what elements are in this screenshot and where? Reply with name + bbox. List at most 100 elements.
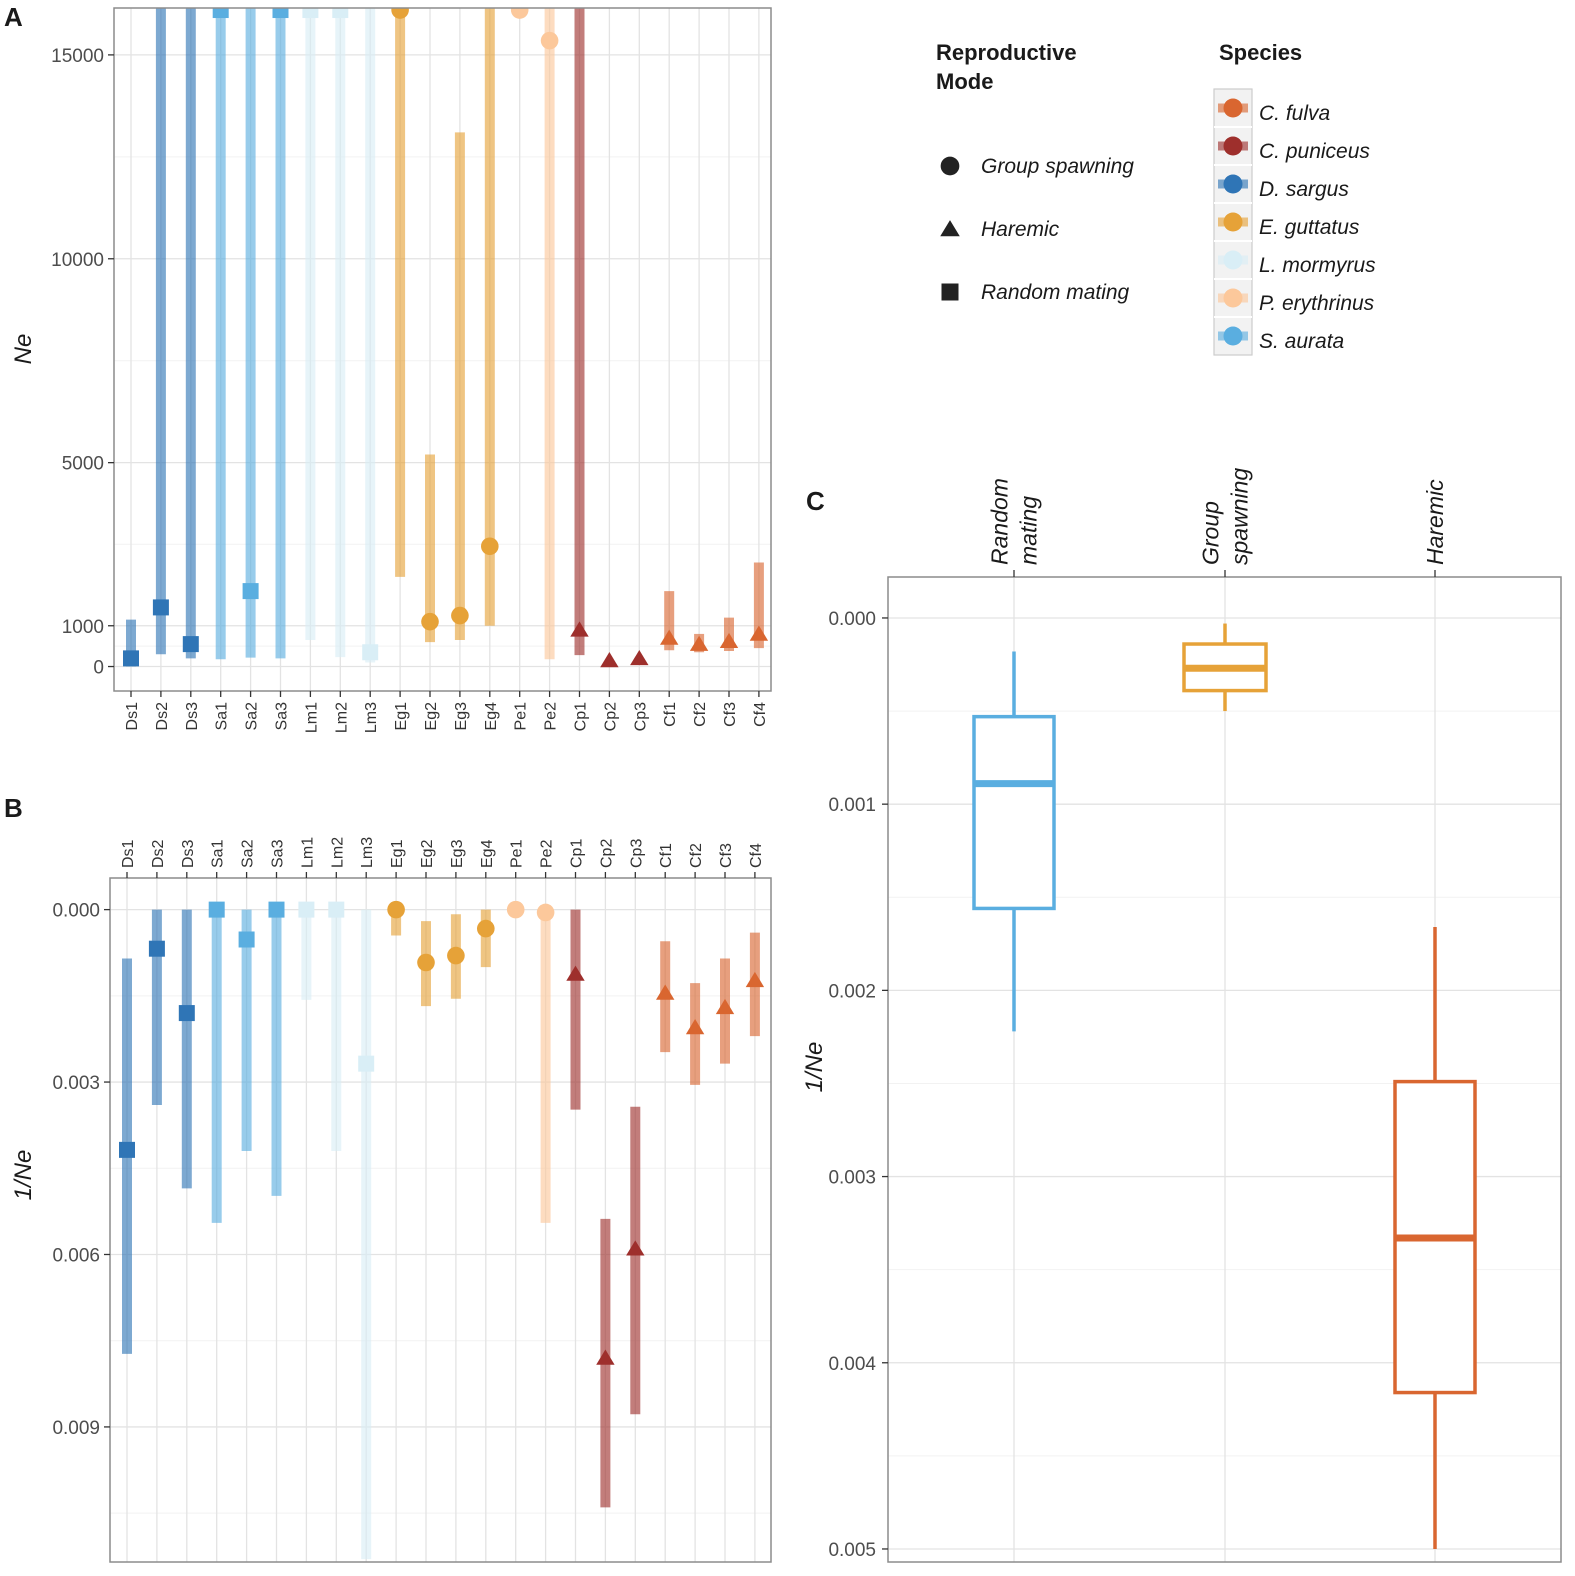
panel-a-marks [123,8,769,668]
y-tick-label: 0.003 [828,1168,876,1189]
inv-ne-point-Cf2 [685,1019,705,1035]
ne-point-Pe1 [510,8,529,19]
panel-a-label: A [4,2,23,32]
inv-ne-point-Eg4 [477,919,495,938]
x-tick-label: Cp2 [598,839,615,868]
x-tick-label: Cf1 [658,843,675,868]
panel-b-frame [109,877,772,1563]
x-tick-label: Sa2 [244,702,261,731]
x-tick-label: Sa3 [274,702,291,731]
x-tick-label: Ds2 [154,702,171,731]
x-tick-label: Eg1 [389,839,406,868]
mode-legend-label: Haremic [981,218,1060,241]
species-legend-label: P. erythrinus [1259,292,1375,315]
ne-point-Sa2 [242,583,259,600]
y-tick-label: 10000 [51,250,104,271]
x-tick-label: Ds1 [120,839,137,868]
y-tick-label: 0.004 [828,1354,876,1375]
ne-point-Ds1 [123,650,139,667]
x-tick-label: Pe1 [513,702,530,731]
x-tick-label: Eg4 [479,839,496,868]
x-tick-label: Cf3 [718,843,735,868]
panel-b-ylabel: 1/Ne [10,1150,37,1201]
ne-point-Cf4 [749,625,769,641]
ne-point-Eg3 [451,606,469,625]
species-legend-label: D. sargus [1259,178,1349,201]
y-tick-label: 5000 [62,454,104,475]
species-key-dot [1223,174,1243,194]
mode-key-triangle [940,220,960,237]
mode-key-square [941,283,959,301]
x-tick-label: Sa1 [210,839,227,868]
x-tick-label: Cf4 [748,843,765,868]
x-tick-label: Sa3 [270,839,287,868]
x-tick-label: Pe2 [543,702,560,731]
x-tick-label: Eg2 [423,702,440,731]
ne-point-Cf2 [689,635,709,651]
inv-ne-point-Eg2 [417,953,435,972]
panel-c-plot: 0.000 0.001 0.002 0.003 0.004 0.005 Random mati… [801,468,1562,1563]
x-tick-label: Cf3 [722,702,739,727]
panel-c-label: C [806,486,825,516]
ne-point-Eg1 [391,8,409,19]
panel-a-plot: 0 1000 5000 10000 15000 Ds1 Ds2 Ds3 Sa1 Sa2 Sa3 Lm1… [10,7,772,733]
x-tick-label: Cp2 [602,702,619,731]
inv-ne-point-Sa2 [238,931,255,948]
y-tick-label: 0.005 [828,1540,876,1561]
x-tick-label: Eg4 [483,702,500,731]
species-legend-title: Species [1219,40,1302,65]
x-tick-label: Ds2 [150,839,167,868]
panel-b-plot: 0.000 0.003 0.006 0.009 Ds1 Ds2 Ds3 Sa1 Sa2 Sa3 Lm… [10,837,772,1563]
inv-ne-point-Ds1 [119,1141,135,1158]
inv-ne-point-Ds2 [148,940,165,957]
x-tick-label: Eg3 [453,702,470,731]
y-tick-label: 1000 [62,617,104,638]
species-legend-label: S. aurata [1259,330,1344,353]
ne-point-Ds3 [182,636,199,653]
species-key-dot [1223,288,1243,308]
species-legend-label: C. puniceus [1259,140,1370,163]
x-tick-label: Lm1 [303,702,320,733]
box-random-mating [972,714,1056,911]
inv-ne-point-Cp1 [566,965,585,981]
panel-c-ylabel: 1/Ne [801,1042,828,1093]
x-tick-label: Cf2 [692,702,709,727]
x-tick-label: Pe1 [509,839,526,868]
x-tick-label: Sa1 [214,702,231,731]
inv-ne-point-Lm3 [358,1055,375,1072]
x-tick-label: Ds3 [184,702,201,731]
ne-point-Cf1 [660,629,679,645]
ne-point-Lm1 [302,8,319,19]
panel-b-marks [119,900,765,1560]
x-tick-label: Cp3 [632,702,649,731]
x-tick-label: Ds3 [180,839,197,868]
panel-a-background [114,8,771,691]
y-tick-label: 15000 [51,46,104,67]
species-legend-label: E. guttatus [1259,216,1360,239]
panel-b-label: B [4,793,23,823]
y-tick-label: 0.001 [828,795,876,816]
mode-legend-label: Group spawning [981,155,1134,178]
x-tick-label: Cp1 [573,702,590,731]
ne-point-Lm2 [332,8,349,19]
ne-point-Lm3 [362,644,379,661]
x-tick-label: Cf4 [752,702,769,727]
ne-point-Pe2 [540,31,559,50]
mode-legend-label: Random mating [981,281,1130,304]
ne-point-Sa1 [212,8,229,19]
x-tick-label: Ds1 [124,702,141,731]
category-label: spawning [1227,468,1253,565]
inv-ne-point-Cf3 [715,998,735,1015]
x-tick-label: Cp1 [569,839,586,868]
ne-point-Eg2 [421,612,439,631]
inv-ne-point-Ds3 [178,1005,195,1022]
y-tick-label: 0.000 [828,609,876,630]
inv-ne-point-Cp2 [596,1349,615,1365]
species-key-dot [1223,98,1243,118]
inv-ne-point-Sa1 [208,901,225,918]
inv-ne-point-Cf4 [745,971,765,988]
category-label: Random [987,478,1013,565]
x-tick-label: Lm2 [329,837,346,868]
y-tick-label: 0.003 [52,1073,100,1094]
